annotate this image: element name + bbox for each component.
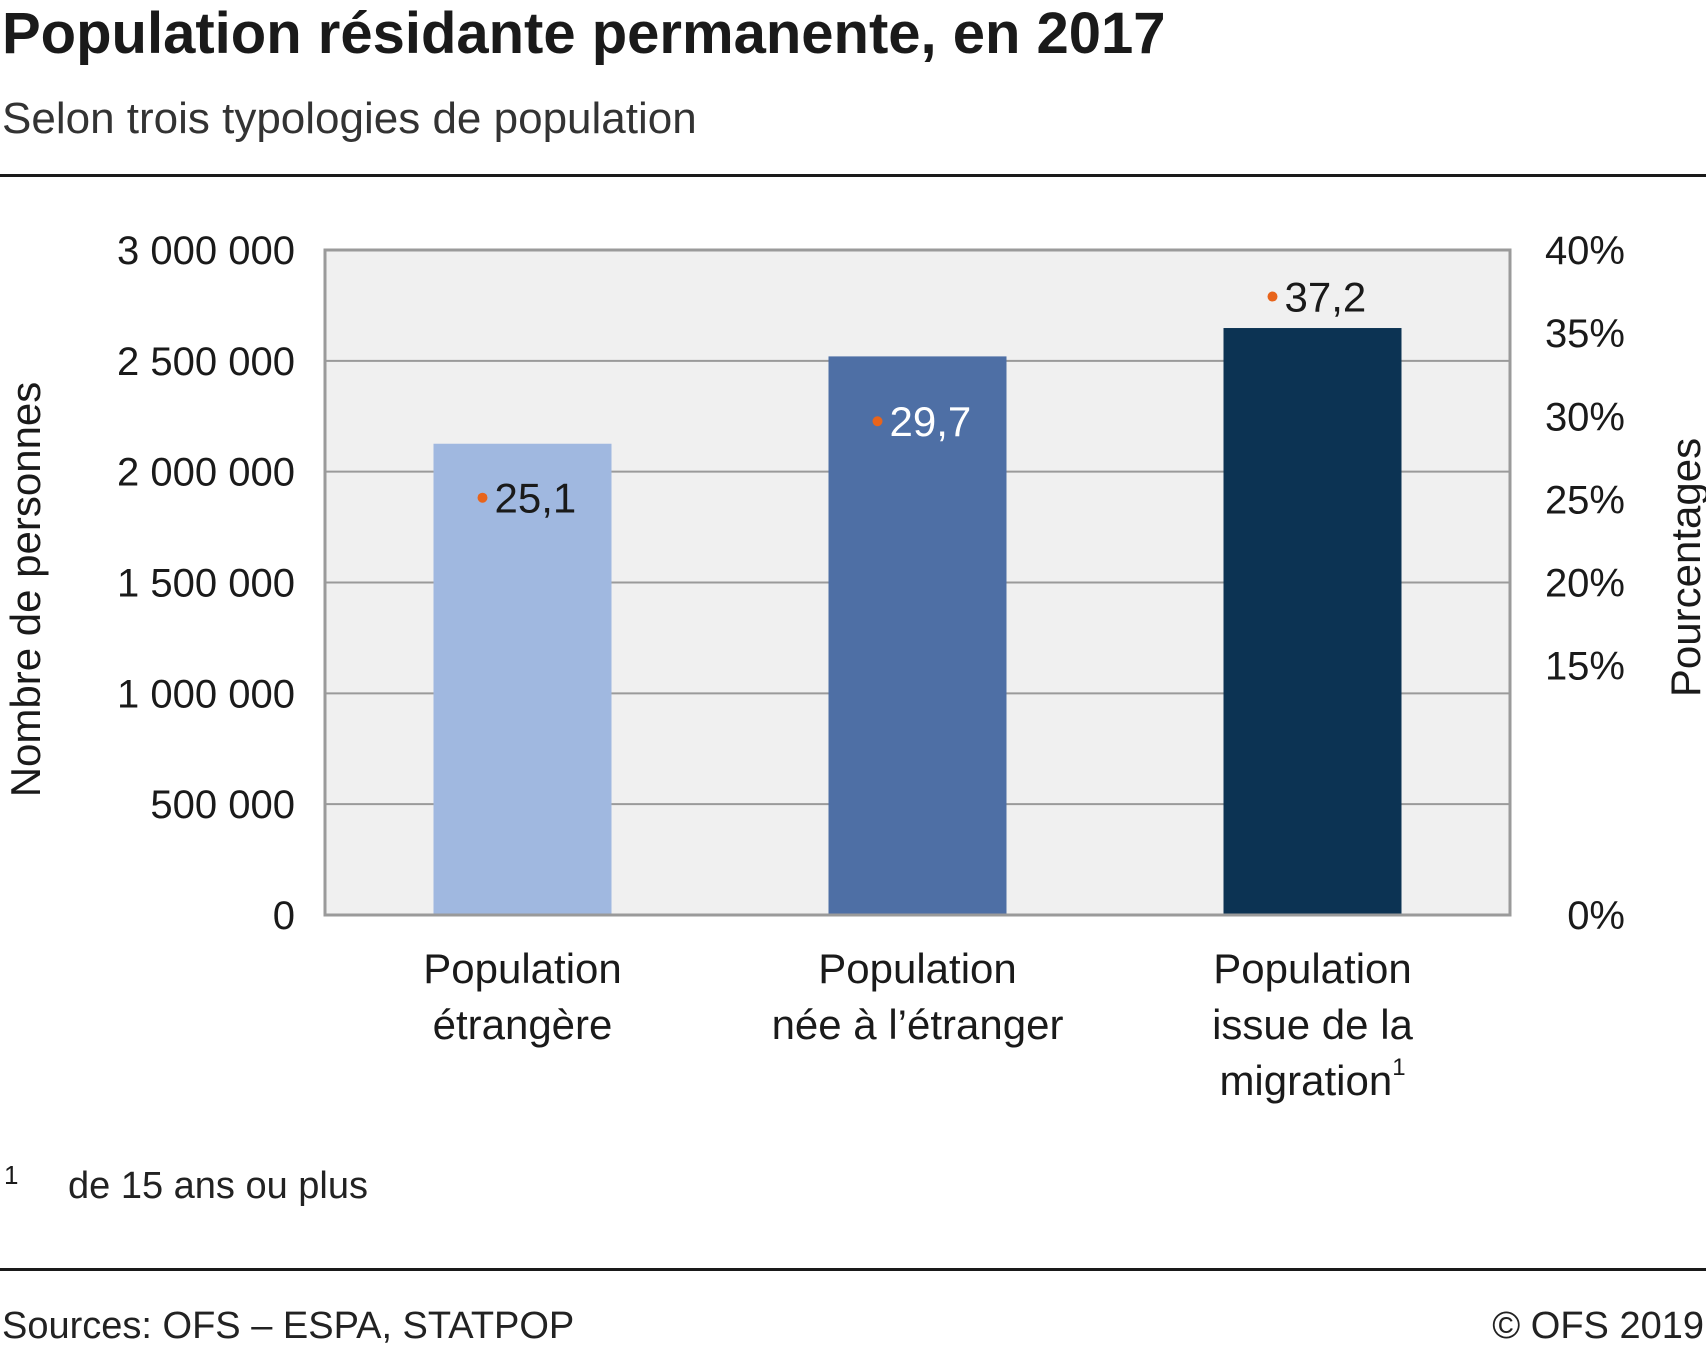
plot-frame <box>323 248 1512 917</box>
x-category-label: Population <box>1213 945 1412 992</box>
y2-tick-label: 30% <box>1545 395 1625 439</box>
category-superscript: 1 <box>1392 1054 1405 1081</box>
percent-label: 25,1 <box>495 475 577 522</box>
bar-chart: 0 500 000 1 000 000 1 500 000 2 000 000 2 500… <box>2 229 1706 1104</box>
x-category-label: étrangère <box>433 1001 613 1048</box>
y-tick-label: 0 <box>273 894 295 938</box>
bar <box>828 356 1007 914</box>
y2-tick-label: 35% <box>1545 312 1625 356</box>
x-category-label: migration1 <box>1219 1054 1405 1104</box>
percent-marker <box>477 492 488 503</box>
y-axis-title: Nombre de personnes <box>2 382 49 798</box>
y-tick-label: 2 500 000 <box>117 340 295 384</box>
top-divider <box>0 174 1706 177</box>
percent-marker <box>1267 291 1278 302</box>
footnote-mark: 1 <box>4 1160 19 1190</box>
chart-title: Population résidante permanente, en 2017 <box>2 1 1166 66</box>
y2-tick-label: 15% <box>1545 645 1625 689</box>
x-category-label: Population <box>423 945 622 992</box>
percent-label: 37,2 <box>1285 274 1367 321</box>
y2-tick-label: 0% <box>1567 894 1625 938</box>
bottom-divider <box>0 1268 1706 1271</box>
y2-tick-label: 25% <box>1545 478 1625 522</box>
y-tick-label: 2 000 000 <box>117 451 295 495</box>
percent-marker <box>872 416 883 427</box>
x-category-label: née à l’étranger <box>772 1001 1064 1048</box>
footnote-text: de 15 ans ou plus <box>68 1165 369 1207</box>
y-tick-label: 1 500 000 <box>117 562 295 606</box>
y2-tick-label: 40% <box>1545 229 1625 273</box>
x-category-label: issue de la <box>1212 1001 1413 1048</box>
y2-axis-title: Pourcentages <box>1662 438 1706 697</box>
y-tick-label: 500 000 <box>150 783 295 827</box>
y-tick-label: 3 000 000 <box>117 229 295 273</box>
source-note: Sources: OFS – ESPA, STATPOP <box>2 1305 575 1347</box>
percent-label: 29,7 <box>890 398 972 445</box>
x-category-label: Population <box>818 945 1017 992</box>
chart-subtitle: Selon trois typologies de population <box>2 94 697 143</box>
bar <box>1223 328 1402 914</box>
copyright-note: © OFS 2019 <box>1492 1305 1704 1347</box>
y-tick-label: 1 000 000 <box>117 672 295 716</box>
bar <box>433 443 612 914</box>
y2-tick-label: 20% <box>1545 562 1625 606</box>
